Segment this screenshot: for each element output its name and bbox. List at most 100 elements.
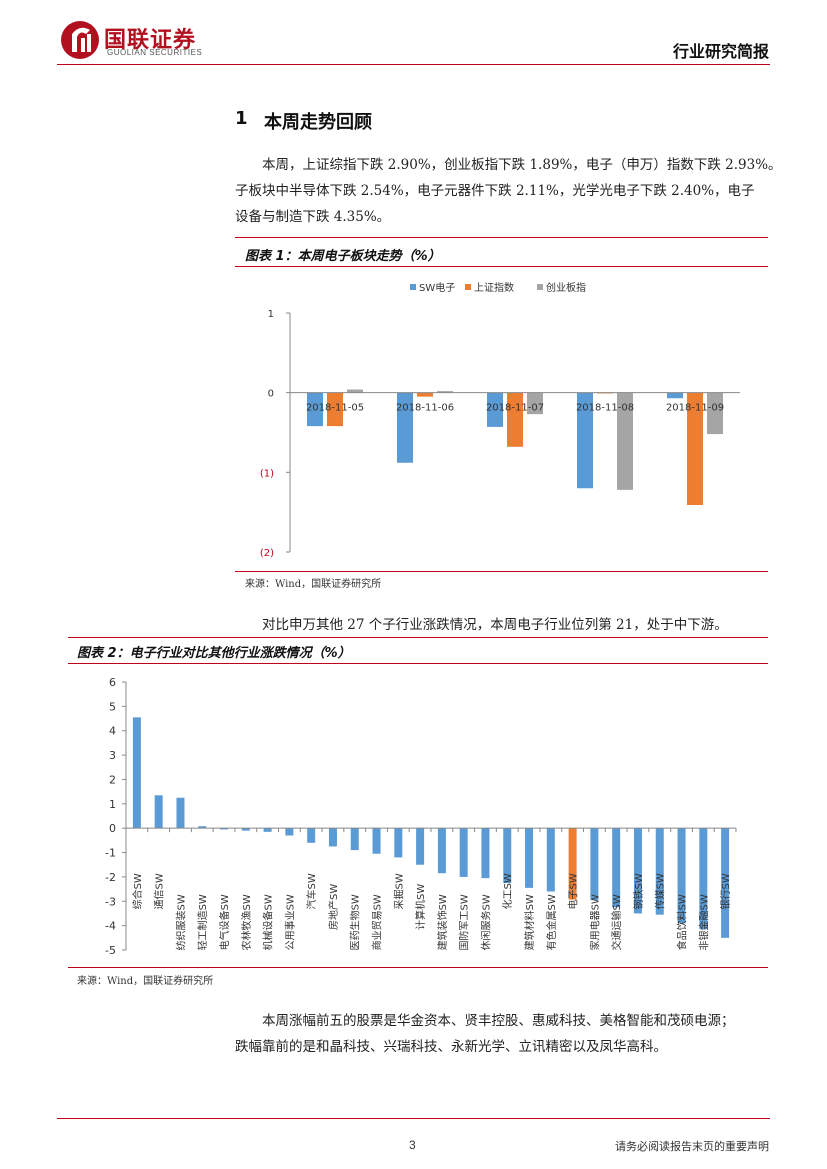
bar xyxy=(707,392,723,435)
x-tick-label: 商业贸易SW xyxy=(371,894,384,950)
bar xyxy=(568,828,577,900)
legend-swatch xyxy=(410,284,416,290)
y-tick-label: 3 xyxy=(109,749,116,762)
x-tick-label: 钢铁SW xyxy=(632,873,645,909)
x-tick-label: 有色金属SW xyxy=(545,894,558,950)
bar xyxy=(633,828,642,914)
bar xyxy=(327,392,343,427)
x-tick-label: 采掘SW xyxy=(392,873,405,909)
x-tick-label: 机械设备SW xyxy=(262,894,275,950)
section-title: 本周走势回顾 xyxy=(264,112,372,133)
bar xyxy=(617,392,633,490)
legend-label: 创业板指 xyxy=(546,281,586,294)
footer-divider xyxy=(57,1118,770,1119)
stocks-paragraph: 本周涨幅前五的股票是华金资本、贤丰控股、惠威科技、美格智能和茂硕电源； 跌幅靠前… xyxy=(235,1008,780,1060)
bar xyxy=(154,795,163,829)
bar xyxy=(350,828,359,851)
bar xyxy=(699,828,708,930)
x-tick-label: 纺织服装SW xyxy=(174,894,187,950)
bar xyxy=(507,392,523,447)
bar xyxy=(394,828,403,858)
x-tick-label: 轻工制造SW xyxy=(196,894,209,950)
x-tick-label: 计算机SW xyxy=(414,884,427,930)
y-tick-label: -3 xyxy=(105,895,116,908)
logo-name: 国联证券 xyxy=(104,28,197,53)
x-tick-label: 交通运输SW xyxy=(610,894,623,950)
bar xyxy=(677,828,686,924)
x-tick-label: 通信SW xyxy=(154,873,166,909)
legend-swatch xyxy=(465,284,471,290)
bar xyxy=(307,828,316,843)
bar xyxy=(459,828,468,877)
y-tick-label: 1 xyxy=(109,798,116,811)
paragraph-line: 子板块中半导体下跌 2.54%，电子元器件下跌 2.11%，光学光电子下跌 2.… xyxy=(235,183,755,199)
figure2-title: 图表 2：电子行业对比其他行业涨跌情况（%） xyxy=(77,646,351,661)
y-tick-label: 0 xyxy=(109,822,116,835)
figure2-bottom-rule xyxy=(68,967,768,968)
y-tick-label: 1 xyxy=(268,309,274,320)
x-tick-label: 综合SW xyxy=(131,873,144,909)
y-tick-label: 4 xyxy=(109,725,116,738)
paragraph-line: 本周涨幅前五的股票是华金资本、贤丰控股、惠威科技、美格智能和茂硕电源； xyxy=(262,1013,735,1029)
x-tick-label: 电子SW xyxy=(567,873,580,909)
figure2-chart: 6 5 4 3 2 1 0 -1 -2 -3 -4 -5 综合SW 通信SW 纺织服装SW 轻工制造SW 电气设… xyxy=(105,676,737,957)
bar xyxy=(307,392,323,427)
bar xyxy=(546,828,555,892)
figure1-bottom-rule xyxy=(235,571,768,572)
y-tick-label: -1 xyxy=(105,847,116,860)
figure2-source: 来源：Wind，国联证券研究所 xyxy=(77,976,214,987)
bar xyxy=(527,392,543,415)
y-tick-label: 0 xyxy=(268,389,274,400)
logo-subtitle: GUOLIAN SECURITIES xyxy=(107,48,203,57)
paragraph-line: 跌幅靠前的是和晶科技、兴瑞科技、永新光学、立讯精密以及凤华高科。 xyxy=(235,1039,667,1055)
bar xyxy=(198,826,207,829)
bar xyxy=(347,389,363,393)
bar xyxy=(132,717,141,829)
figure1-top-rule xyxy=(235,237,768,238)
y-tick-label: -5 xyxy=(105,944,116,957)
figure1-chart: SW电子 上证指数 创业板指 1 0 (1) (2) 2018-11-05 2018-11-06… xyxy=(260,281,740,559)
x-tick-label: 2018-11-05 xyxy=(306,403,364,414)
figure1-source: 来源：Wind，国联证券研究所 xyxy=(245,579,382,590)
figure1-title: 图表 1：本周电子板块走势（%） xyxy=(245,249,441,264)
y-tick-label: (2) xyxy=(260,548,274,559)
y-tick-label: 5 xyxy=(109,700,116,713)
guolian-logo-icon xyxy=(61,21,99,59)
x-tick-label: 银行SW xyxy=(719,873,732,909)
x-tick-label: 建筑装饰SW xyxy=(436,894,449,950)
bar xyxy=(416,828,425,865)
figure1-title-rule xyxy=(235,266,768,267)
x-tick-label: 化工SW xyxy=(501,873,514,909)
x-tick-label: 非银金融SW xyxy=(697,894,710,950)
x-tick-label: 2018-11-07 xyxy=(486,403,544,414)
figure2-title-rule xyxy=(68,663,768,664)
bar xyxy=(487,392,503,427)
legend-swatch xyxy=(537,284,543,290)
x-tick-label: 医药生物SW xyxy=(349,894,362,950)
y-tick-label: (1) xyxy=(260,468,274,479)
bar xyxy=(397,392,413,463)
figure2-top-rule xyxy=(68,637,768,638)
x-tick-label: 休闲服务SW xyxy=(479,894,492,950)
x-tick-label: 家用电器SW xyxy=(588,894,601,950)
bar xyxy=(481,828,490,879)
y-tick-label: -2 xyxy=(105,871,116,884)
x-tick-label: 农林牧渔SW xyxy=(240,894,253,950)
intro-paragraph: 本周，上证综指下跌 2.90%，创业板指下跌 1.89%，电子（申万）指数下跌 … xyxy=(235,152,782,230)
y-tick-label: 2 xyxy=(109,773,116,786)
paragraph-line: 设备与制造下跌 4.35%。 xyxy=(235,209,391,225)
header-divider xyxy=(57,64,770,65)
page-number: 3 xyxy=(409,1138,416,1152)
x-tick-label: 2018-11-08 xyxy=(576,403,634,414)
paragraph-line: 本周，上证综指下跌 2.90%，创业板指下跌 1.89%，电子（申万）指数下跌 … xyxy=(262,157,782,173)
bar xyxy=(590,828,599,901)
bar xyxy=(525,828,534,888)
section-number: 1 xyxy=(235,108,248,129)
bar xyxy=(328,828,337,847)
bar xyxy=(417,392,433,397)
x-tick-label: 电气设备SW xyxy=(218,894,231,950)
footer-disclaimer: 请务必阅读报告末页的重要声明 xyxy=(615,1140,769,1153)
legend-label: 上证指数 xyxy=(474,281,514,294)
bar xyxy=(263,828,272,832)
bar xyxy=(721,828,730,938)
